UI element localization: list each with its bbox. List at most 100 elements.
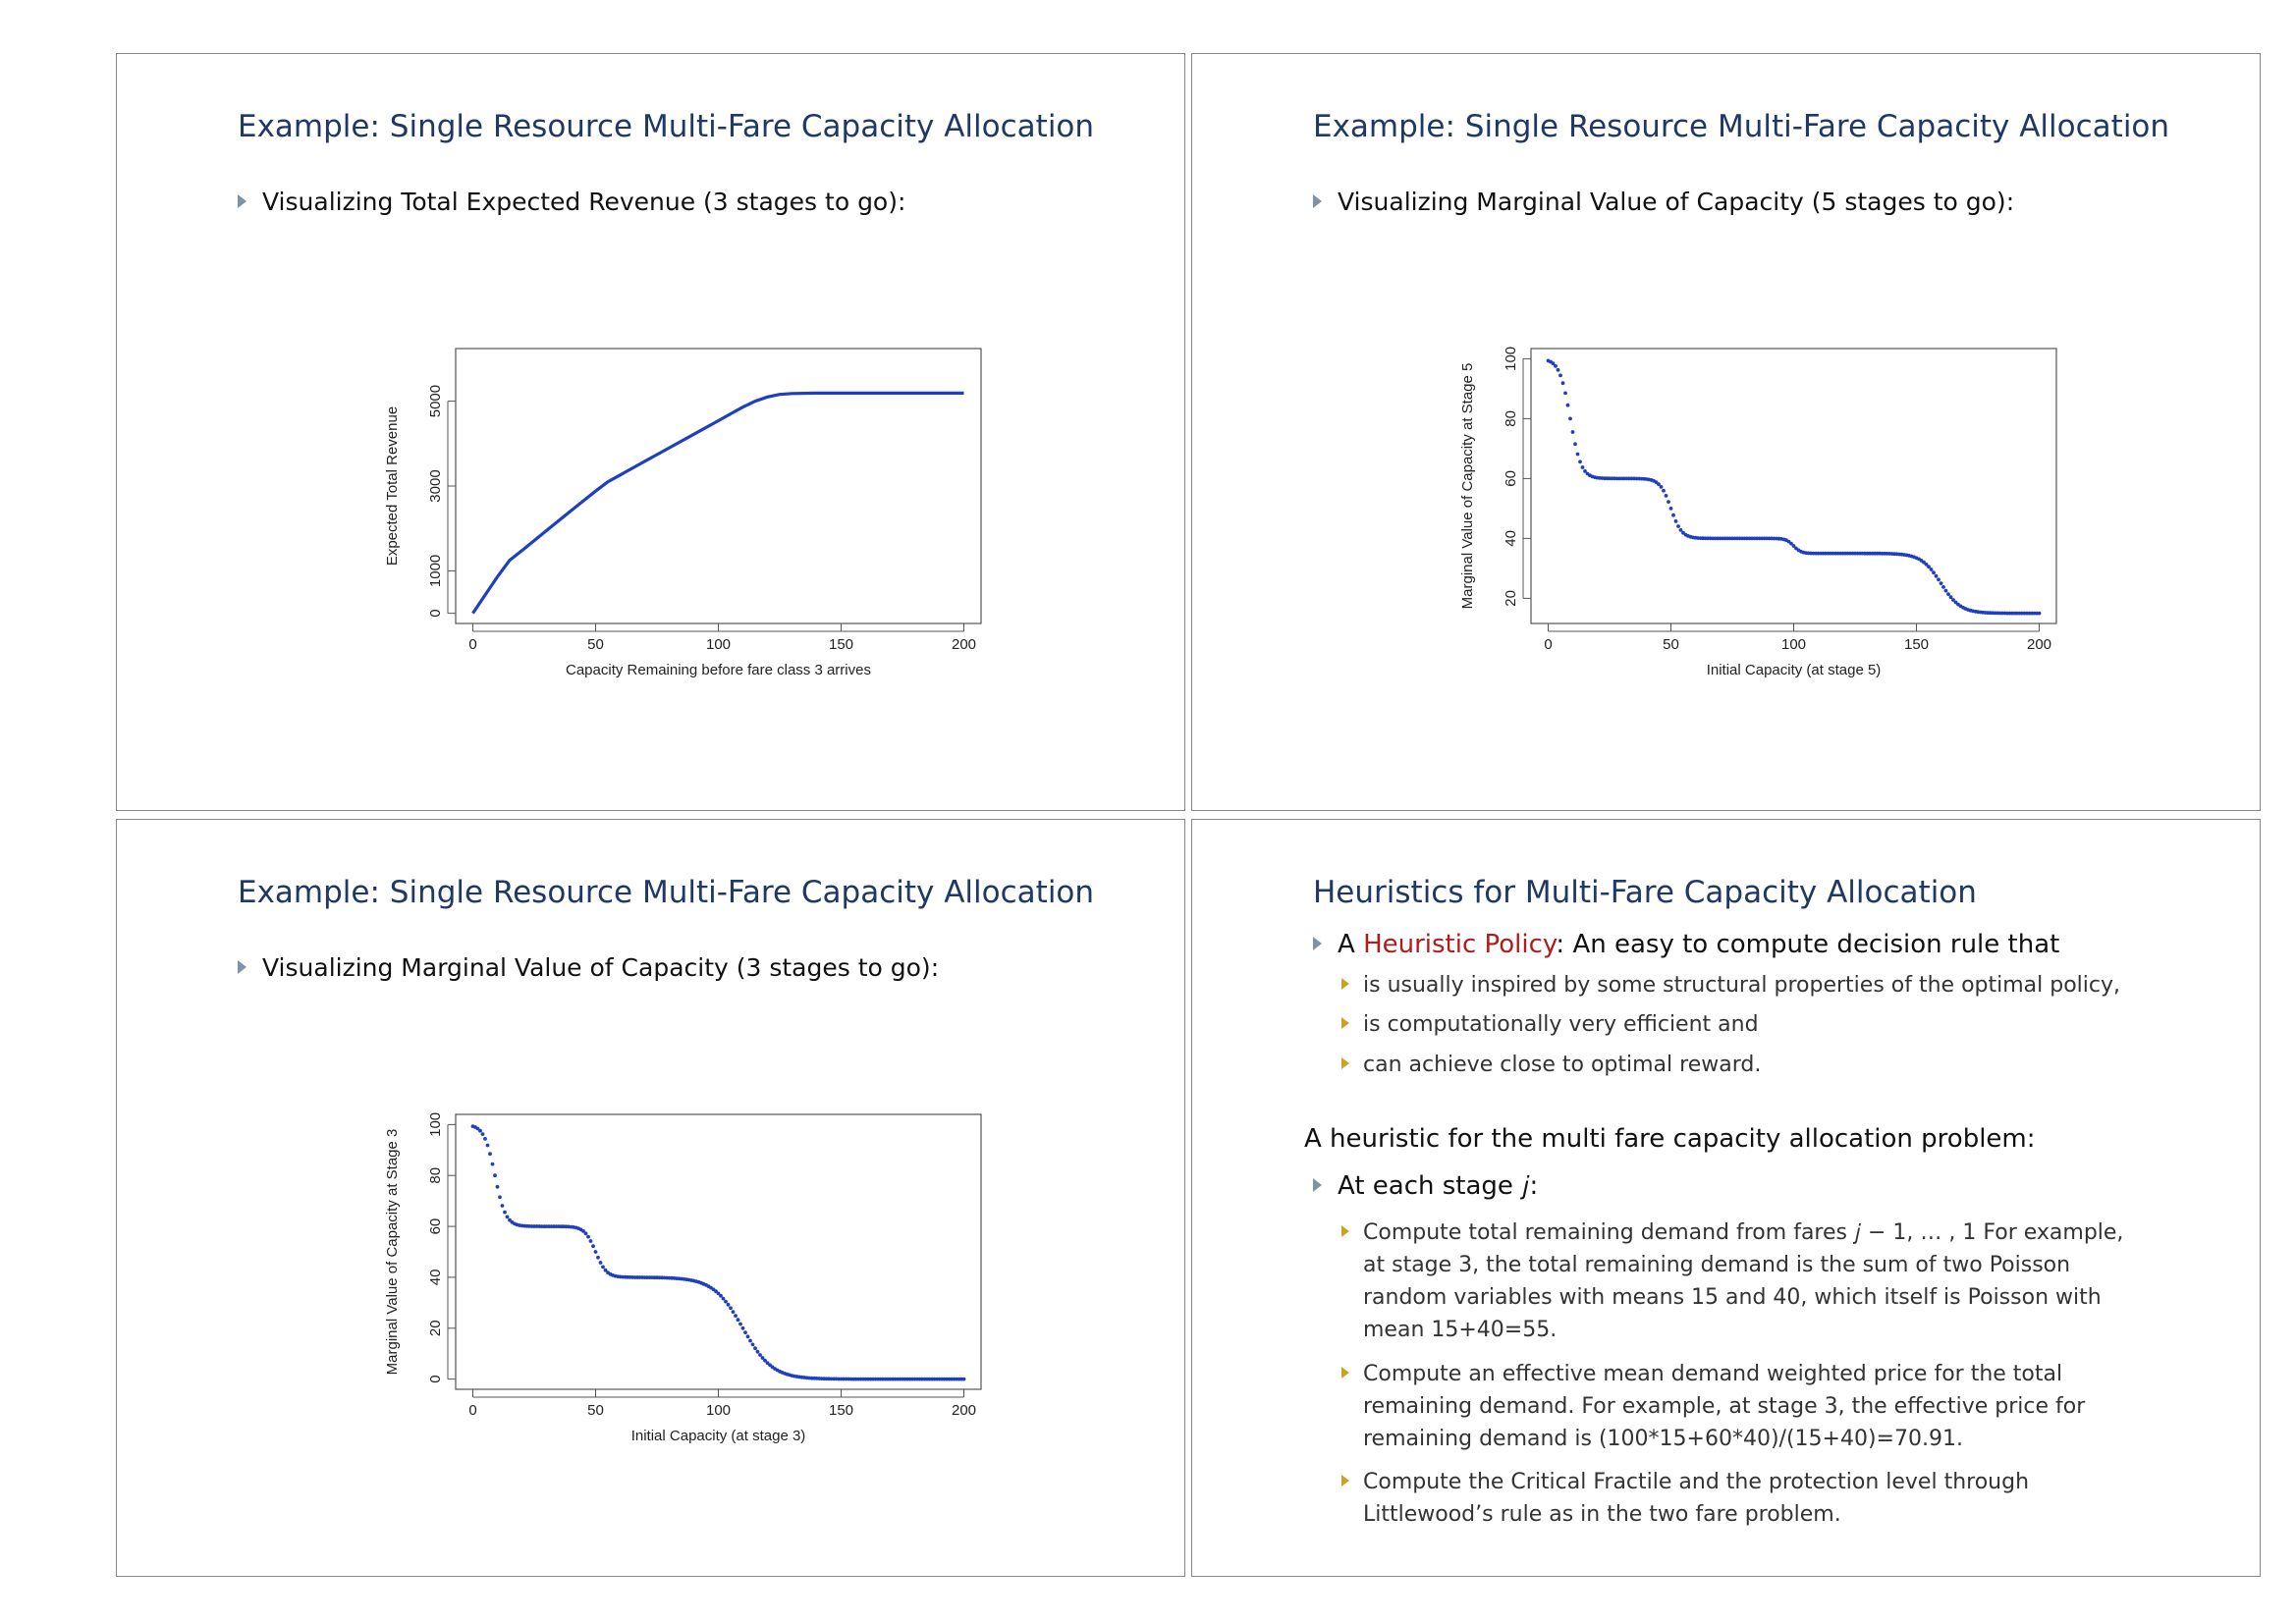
sub-bullet-text: can achieve close to optimal reward. (1363, 1053, 1762, 1077)
data-point (763, 1358, 767, 1363)
y-tick-label: 3000 (427, 469, 444, 502)
y-tick-label: 5000 (427, 385, 444, 417)
x-axis-label: Initial Capacity (at stage 3) (631, 1428, 806, 1444)
data-point (508, 1217, 512, 1222)
data-point (1946, 592, 1950, 596)
data-point (2037, 611, 2042, 616)
x-tick-label: 50 (1663, 636, 1679, 653)
data-point (1948, 595, 1953, 600)
x-tick-label: 150 (829, 1402, 853, 1419)
plot-frame (455, 1113, 982, 1390)
y-tick-label: 40 (427, 1270, 444, 1286)
x-tick-label: 0 (1544, 636, 1552, 653)
data-point (1556, 367, 1560, 372)
x-tick-label: 50 (587, 1402, 604, 1419)
sub-bullet: can achieve close to optimal reward. (1341, 1053, 1761, 1077)
y-tick-label: 20 (427, 1320, 444, 1336)
data-point (591, 1244, 595, 1249)
x-tick-label: 200 (2027, 636, 2051, 653)
slide-bullet: Visualizing Total Expected Revenue (3 st… (238, 188, 905, 216)
data-point (738, 1322, 742, 1326)
data-point (734, 1314, 738, 1318)
triangle-bullet-icon (238, 194, 246, 208)
data-point (1671, 513, 1675, 517)
y-tick-label: 20 (1503, 590, 1519, 607)
data-point (750, 1342, 755, 1347)
data-point (961, 1377, 966, 1381)
triangle-bullet-icon (1341, 1057, 1349, 1069)
data-point (478, 1128, 482, 1133)
bullet-suffix: : An easy to compute decision rule that (1556, 930, 2060, 959)
bullet-prefix: A (1338, 930, 1364, 959)
y-axis-label: Expected Total Revenue (384, 406, 401, 566)
slide-2: Example: Single Resource Multi-Fare Capa… (1191, 53, 2261, 811)
data-point (593, 1250, 598, 1254)
slide-title: Example: Single Resource Multi-Fare Capa… (238, 109, 1095, 144)
bullet-text: Visualizing Marginal Value of Capacity (… (262, 953, 940, 982)
marginal-value-stage5-chart: 0 50 100 150 200 20 40 60 80 100 Initial Capacity … (1459, 347, 2057, 678)
data-point (1659, 485, 1664, 489)
data-point (488, 1152, 492, 1157)
x-tick-label: 100 (706, 1402, 731, 1419)
data-point (1551, 361, 1556, 366)
step-bullet: Compute an effective mean demand weighte… (1341, 1358, 2147, 1455)
data-point (498, 1195, 502, 1200)
sub-bullet-text: is usually inspired by some structural p… (1363, 973, 2121, 998)
section-heading: A heuristic for the multi fare capacity … (1304, 1124, 2036, 1154)
data-point (1565, 403, 1570, 407)
data-point (1678, 528, 1683, 532)
data-point (1924, 562, 1929, 567)
data-point (480, 1132, 485, 1136)
bullet-text: Visualizing Total Expected Revenue (3 st… (262, 188, 906, 216)
data-point (475, 1126, 480, 1131)
triangle-bullet-icon (1313, 937, 1322, 950)
data-point (1922, 560, 1926, 565)
data-point (603, 1268, 608, 1272)
triangle-bullet-icon (1313, 1178, 1322, 1192)
x-tick-label: 50 (587, 636, 604, 653)
data-point (721, 1296, 726, 1301)
y-tick-label: 60 (427, 1218, 444, 1235)
data-point (765, 1361, 770, 1366)
data-point (1563, 391, 1567, 396)
data-point (493, 1173, 497, 1178)
x-axis-label: Initial Capacity (at stage 5) (1707, 662, 1882, 678)
data-point (726, 1302, 731, 1307)
y-tick-label: 40 (1503, 530, 1519, 547)
sub-bullet: is usually inspired by some structural p… (1341, 973, 2120, 998)
data-point (1789, 541, 1793, 546)
step-text: Compute an effective mean demand weighte… (1363, 1362, 2086, 1451)
data-point (583, 1231, 588, 1236)
data-point (581, 1229, 585, 1233)
data-point (1664, 494, 1668, 498)
data-point (1934, 573, 1939, 578)
data-point (714, 1289, 718, 1294)
sub-bullet-text: is computationally very efficient and (1363, 1012, 1759, 1037)
y-tick-label: 0 (427, 1375, 444, 1382)
y-axis-label: Marginal Value of Capacity at Stage 5 (1459, 363, 1476, 610)
data-point (753, 1346, 757, 1351)
data-point (505, 1215, 510, 1219)
revenue-chart: 0 50 100 150 200 0 1000 3000 5000 Capacity Remain… (384, 348, 982, 678)
y-tick-label: 1000 (427, 555, 444, 587)
heuristic-policy-term: Heuristic Policy (1363, 930, 1557, 959)
data-point (731, 1310, 736, 1314)
slide-title: Heuristics for Multi-Fare Capacity Alloc… (1313, 875, 1977, 910)
data-point (1929, 568, 1934, 571)
data-point (1676, 524, 1680, 528)
data-point (716, 1291, 721, 1296)
data-point (495, 1184, 500, 1189)
slide-title: Example: Single Resource Multi-Fare Capa… (1313, 109, 2170, 144)
data-point (736, 1318, 740, 1323)
data-point (601, 1265, 605, 1270)
data-point (1668, 507, 1673, 511)
y-tick-label: 80 (1503, 410, 1519, 427)
triangle-bullet-icon (1341, 978, 1349, 990)
x-tick-label: 200 (952, 1402, 976, 1419)
x-tick-label: 200 (952, 636, 976, 653)
data-point (755, 1349, 760, 1354)
step-text: Compute the Critical Fractile and the pr… (1363, 1470, 2030, 1527)
data-point (1941, 585, 1945, 589)
y-tick-label: 100 (1503, 347, 1519, 371)
data-point (1953, 600, 1958, 605)
